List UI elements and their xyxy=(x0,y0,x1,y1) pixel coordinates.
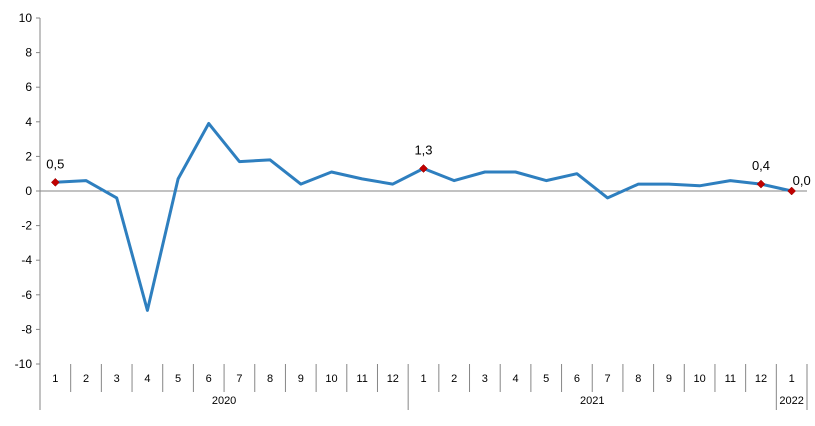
y-tick-label: 6 xyxy=(25,80,32,94)
highlight-marker xyxy=(757,180,765,188)
x-tick-label: 1 xyxy=(52,373,58,385)
x-tick-label: 8 xyxy=(267,373,273,385)
x-tick-label: 12 xyxy=(755,373,767,385)
x-tick-label: 10 xyxy=(693,373,705,385)
x-tick-label: 11 xyxy=(725,373,736,385)
y-tick-label: 0 xyxy=(25,184,32,198)
y-tick-label: 2 xyxy=(25,149,32,163)
data-label: 0,5 xyxy=(46,156,64,171)
data-label: 1,3 xyxy=(414,143,432,158)
x-tick-label: 3 xyxy=(114,373,120,385)
x-tick-label: 9 xyxy=(666,373,672,385)
x-tick-label: 3 xyxy=(482,373,488,385)
x-tick-label: 4 xyxy=(144,373,150,385)
data-label: 0,0 xyxy=(793,173,811,188)
highlight-marker xyxy=(788,187,796,195)
y-tick-label: 8 xyxy=(25,46,32,60)
x-tick-label: 8 xyxy=(635,373,641,385)
y-tick-label: -6 xyxy=(21,288,32,302)
x-tick-label: 4 xyxy=(512,373,518,385)
x-tick-label: 2 xyxy=(83,373,89,385)
x-tick-label: 7 xyxy=(605,373,611,385)
x-group-label: 2022 xyxy=(779,395,803,407)
x-tick-label: 5 xyxy=(543,373,549,385)
x-tick-label: 1 xyxy=(789,373,795,385)
y-tick-label: -10 xyxy=(15,357,33,371)
x-tick-label: 7 xyxy=(236,373,242,385)
y-tick-label: 10 xyxy=(19,11,33,25)
x-tick-label: 12 xyxy=(387,373,399,385)
x-tick-label: 1 xyxy=(420,373,426,385)
x-group-label: 2021 xyxy=(580,395,604,407)
y-tick-label: -8 xyxy=(21,322,32,336)
x-tick-label: 2 xyxy=(451,373,457,385)
data-label: 0,4 xyxy=(752,158,770,173)
y-tick-label: 4 xyxy=(25,115,32,129)
highlight-marker xyxy=(51,178,59,186)
x-tick-label: 11 xyxy=(356,373,367,385)
x-tick-label: 9 xyxy=(298,373,304,385)
x-tick-label: 5 xyxy=(175,373,181,385)
x-group-label: 2020 xyxy=(212,395,236,407)
y-tick-label: -2 xyxy=(21,219,32,233)
x-tick-label: 10 xyxy=(325,373,337,385)
y-tick-label: -4 xyxy=(21,253,32,267)
x-tick-label: 6 xyxy=(206,373,212,385)
x-tick-label: 6 xyxy=(574,373,580,385)
